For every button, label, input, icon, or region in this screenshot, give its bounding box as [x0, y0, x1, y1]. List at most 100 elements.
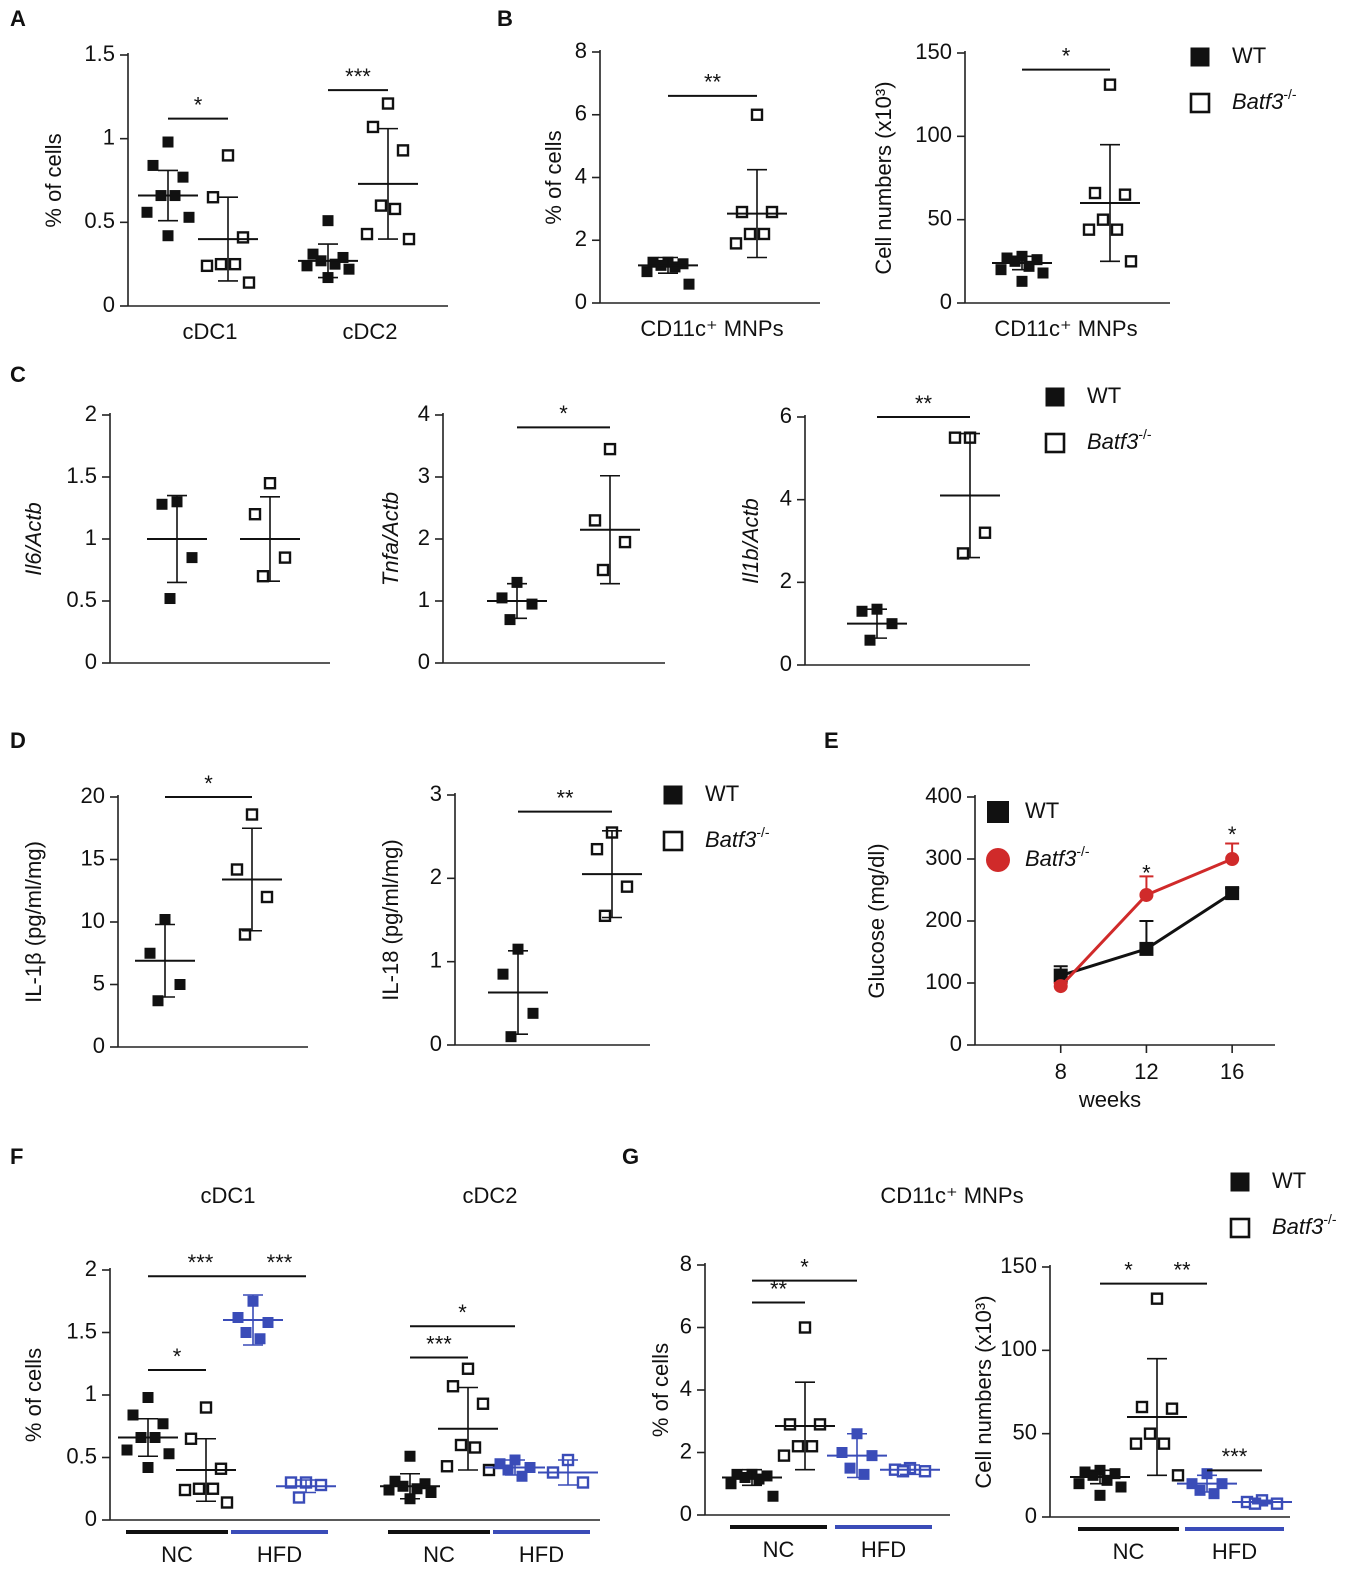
data-point — [1073, 1478, 1085, 1490]
data-point — [278, 551, 292, 564]
sd-bar — [847, 1432, 867, 1479]
data-point — [620, 880, 634, 893]
significance-label: *** — [426, 1331, 452, 1356]
panel-label: C — [10, 362, 26, 387]
y-tick-label: 6 — [780, 403, 792, 428]
data-point — [381, 97, 395, 110]
data-point — [144, 947, 156, 959]
data-point — [178, 1483, 192, 1497]
data-point — [505, 1031, 517, 1043]
data-point — [791, 1440, 805, 1453]
data-point — [896, 1465, 910, 1478]
sd-bar — [400, 1472, 420, 1500]
significance-label: * — [173, 1344, 182, 1369]
data-point — [360, 227, 374, 241]
data-point — [725, 1478, 737, 1490]
legend-marker — [1045, 387, 1065, 407]
data-point — [805, 1440, 819, 1453]
group-label: NC — [423, 1542, 455, 1567]
data-point — [1225, 852, 1240, 866]
data-point — [230, 863, 244, 876]
data-point — [162, 230, 174, 242]
y-tick-label: 0 — [1025, 1503, 1037, 1528]
data-point — [164, 593, 176, 605]
significance-label: ** — [1173, 1257, 1191, 1282]
sd-bar — [243, 1294, 263, 1346]
y-tick-label: 1 — [430, 947, 442, 972]
data-point — [468, 1441, 482, 1454]
data-point — [292, 1491, 306, 1504]
legend-label: WT — [1272, 1168, 1306, 1193]
sd-bar — [155, 923, 175, 998]
sd-bar — [1100, 143, 1120, 263]
data-point — [263, 477, 277, 490]
data-point — [588, 514, 602, 527]
data-point — [618, 535, 632, 549]
data-point — [858, 1468, 870, 1480]
data-point — [174, 979, 186, 990]
significance-label: * — [194, 92, 203, 117]
data-point — [322, 215, 334, 227]
y-tick-label: 0 — [103, 292, 115, 317]
data-point — [184, 1432, 198, 1445]
significance-label: ** — [556, 785, 574, 810]
y-axis-label: % of cells — [648, 1343, 673, 1437]
data-point — [147, 159, 159, 171]
sd-bar — [505, 1459, 525, 1476]
sd-bar — [742, 1468, 762, 1487]
y-tick-label: 4 — [418, 401, 430, 426]
group-bar — [1078, 1527, 1179, 1531]
group-bar — [126, 1530, 228, 1534]
data-point — [743, 227, 757, 241]
data-point — [1124, 255, 1138, 268]
data-point — [199, 1401, 213, 1414]
data-point — [248, 508, 262, 521]
data-point — [1143, 1427, 1157, 1440]
data-point — [496, 592, 508, 604]
sd-bar — [158, 169, 178, 222]
data-point — [598, 909, 612, 923]
data-point — [1109, 1468, 1121, 1480]
legend-marker — [987, 801, 1009, 823]
y-tick-label: 300 — [925, 845, 962, 870]
chart-title: CD11c⁺ MNPs — [880, 1183, 1023, 1208]
data-point — [856, 605, 868, 617]
significance-label: * — [1124, 1257, 1133, 1282]
data-point — [669, 261, 681, 273]
data-point — [142, 1462, 154, 1473]
legend-label: WT — [1087, 383, 1121, 408]
data-point — [1157, 1437, 1171, 1450]
y-tick-label: 1 — [103, 124, 115, 149]
data-point — [1139, 887, 1154, 902]
significance-label: * — [204, 771, 213, 796]
category-label: cDC2 — [462, 1183, 517, 1208]
data-point — [735, 205, 749, 219]
x-tick-label: 8 — [1055, 1059, 1067, 1084]
y-tick-label: 5 — [93, 970, 105, 995]
data-point — [245, 808, 259, 821]
data-point — [228, 257, 242, 271]
y-tick-label: 4 — [680, 1376, 692, 1401]
data-point — [162, 136, 174, 148]
sd-bar — [600, 474, 620, 585]
legend-marker — [1189, 92, 1211, 114]
data-point — [454, 1438, 468, 1452]
significance-label: * — [1142, 860, 1151, 885]
data-point — [200, 259, 214, 273]
y-axis-label: Il1b/Actb — [738, 498, 763, 584]
data-point — [159, 914, 171, 925]
group-label: NC — [763, 1537, 795, 1562]
sd-bar — [960, 432, 980, 559]
panel-label: E — [824, 728, 839, 753]
data-point — [1115, 1481, 1127, 1493]
y-tick-label: 0 — [680, 1501, 692, 1526]
data-point — [1101, 1474, 1113, 1486]
sd-bar — [196, 1437, 216, 1503]
data-point — [152, 995, 164, 1007]
group-bar — [388, 1530, 490, 1534]
x-axis-label: weeks — [1078, 1087, 1141, 1112]
data-point — [1270, 1497, 1284, 1510]
data-point — [767, 1490, 779, 1502]
data-point — [1103, 78, 1117, 91]
data-point — [206, 191, 220, 204]
